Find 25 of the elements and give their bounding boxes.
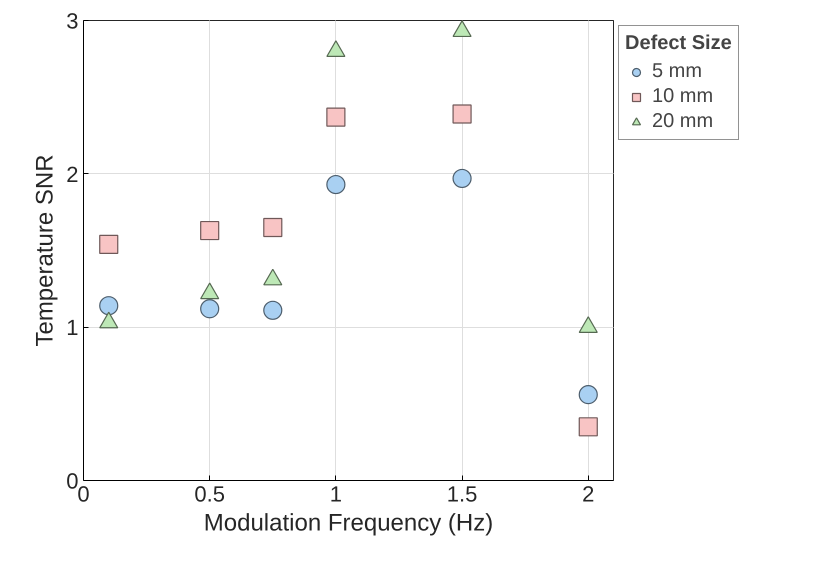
legend-label: 5 mm xyxy=(652,60,702,83)
point xyxy=(200,220,220,240)
legend-label: 10 mm xyxy=(652,85,714,108)
point xyxy=(578,385,598,404)
legend-label: 20 mm xyxy=(652,110,714,133)
point xyxy=(326,174,346,194)
point xyxy=(99,234,118,254)
x-tick-label: 2 xyxy=(582,482,594,506)
y-tick-label: 3 xyxy=(66,8,79,34)
point xyxy=(452,104,472,124)
x-tick-label: 0.5 xyxy=(194,482,225,506)
point xyxy=(452,168,472,188)
point xyxy=(200,299,220,318)
y-tick-label: 2 xyxy=(66,162,79,187)
point xyxy=(99,296,118,316)
point xyxy=(326,108,346,127)
legend-title: Defect Size xyxy=(625,32,732,55)
point xyxy=(263,300,282,320)
y-tick-label: 1 xyxy=(66,315,79,340)
x-tick-label: 1 xyxy=(330,482,342,506)
point xyxy=(263,218,282,238)
y-axis-title: Temperature SNR xyxy=(31,154,58,347)
x-axis-title: Modulation Frequency (Hz) xyxy=(204,510,494,536)
x-tick-label: 1.5 xyxy=(446,482,478,506)
point xyxy=(578,417,598,436)
